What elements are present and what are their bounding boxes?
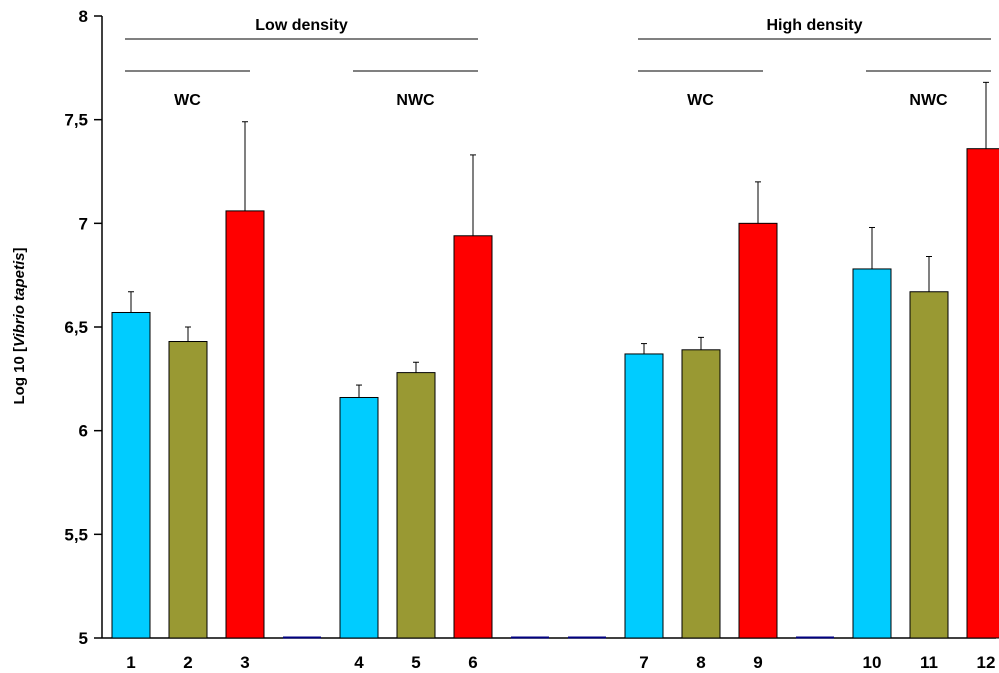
y-tick-label: 5,5: [64, 525, 88, 544]
bar: [396, 372, 436, 639]
bar: [168, 341, 208, 639]
bar: [738, 222, 778, 639]
x-tick-label: 4: [354, 653, 364, 672]
bar: [225, 210, 265, 639]
bar: [909, 291, 949, 639]
y-tick-label: 5: [79, 629, 88, 648]
treatment-label: WC: [687, 92, 714, 109]
x-tick-label: 2: [183, 653, 192, 672]
density-label: Low density: [255, 17, 348, 34]
ylabel-italic: Vibrio tapetis: [11, 253, 28, 347]
treatment-label: NWC: [909, 92, 948, 109]
ylabel-prefix: Log 10 [: [11, 347, 28, 405]
x-tick-label: 7: [639, 653, 648, 672]
bar: [681, 349, 721, 639]
y-tick-label: 7,5: [64, 111, 88, 130]
bars: 1 2 3 4 5 6 7 8 9 10 11 12: [111, 81, 999, 672]
y-tick-label: 8: [79, 7, 88, 26]
x-tick-label: 3: [240, 653, 249, 672]
bar: [339, 396, 379, 639]
x-tick-label: 5: [411, 653, 420, 672]
x-tick-label: 10: [863, 653, 882, 672]
bar: [966, 148, 999, 639]
bar: [111, 311, 151, 639]
y-tick-label: 6,5: [64, 318, 88, 337]
x-tick-label: 8: [696, 653, 705, 672]
density-label: High density: [766, 17, 862, 34]
y-tick-label: 6: [79, 422, 88, 441]
treatment-label: WC: [174, 92, 201, 109]
bar: [852, 268, 892, 639]
treatment-label: NWC: [396, 92, 435, 109]
x-tick-label: 1: [126, 653, 135, 672]
x-tick-label: 9: [753, 653, 762, 672]
group-annotations: Low density High density WC NWC WC NWC: [125, 17, 991, 109]
ylabel-suffix: ]: [11, 248, 28, 253]
bar: [624, 353, 664, 639]
y-axis-label: Log 10 [Vibrio tapetis]: [11, 248, 28, 405]
y-tick-label: 7: [79, 214, 88, 233]
x-tick-label: 11: [920, 653, 938, 672]
bar: [453, 235, 493, 639]
x-tick-label: 12: [977, 653, 996, 672]
x-tick-label: 6: [468, 653, 477, 672]
